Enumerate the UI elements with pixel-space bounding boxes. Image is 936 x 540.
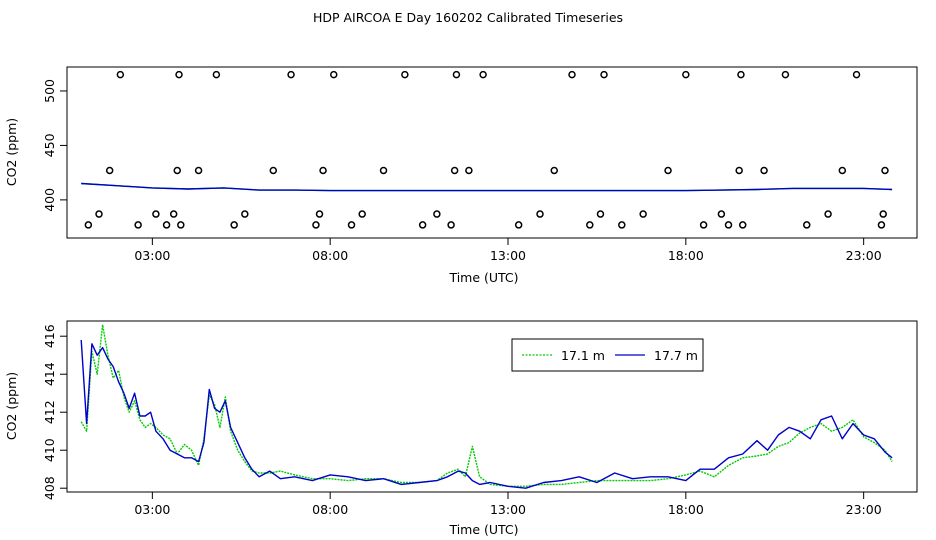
bottom-y-axis: 408 410 412 414 416: [42, 324, 68, 500]
flag-point: [447, 221, 455, 229]
bottom-x-tick-label: 08:00: [312, 502, 348, 517]
top-series-line-1: [81, 182, 893, 192]
flag-point: [881, 166, 889, 175]
top-x-tick-label: 23:00: [846, 248, 882, 263]
flag-point: [596, 210, 605, 218]
bottom-series-lines: [80, 324, 893, 489]
flag-point: [877, 221, 886, 229]
flag-point: [95, 210, 103, 218]
flag-point: [536, 210, 544, 218]
flag-point: [162, 221, 171, 229]
bottom-plot-frame: [66, 320, 918, 493]
flag-point: [664, 166, 672, 175]
flag-point: [169, 210, 178, 218]
flag-point: [319, 166, 327, 175]
bottom-series-line-1: [80, 339, 893, 489]
flag-point: [194, 166, 203, 175]
flag-point: [760, 166, 768, 175]
top-y-tick-label: 400: [42, 188, 57, 212]
flag-point: [465, 166, 473, 175]
bottom-panel: 03:00 08:00 13:00 18:00 23:00 408 410 412 414 41…: [4, 320, 918, 537]
bottom-y-tick-label: 412: [42, 400, 57, 424]
flag-point: [682, 70, 690, 79]
flag-point: [105, 166, 114, 175]
flag-point: [838, 166, 847, 175]
flag-point: [241, 210, 249, 218]
top-y-axis-label: CO2 (ppm): [4, 118, 19, 186]
flag-point: [568, 70, 576, 79]
top-plot-frame: [66, 66, 918, 239]
flag-point: [600, 70, 608, 79]
bottom-x-axis: 03:00 08:00 13:00 18:00 23:00: [134, 491, 882, 517]
flag-point: [717, 210, 726, 218]
flag-point: [175, 70, 183, 79]
flag-point: [639, 210, 647, 218]
top-panel: 03:00 08:00 13:00 18:00 23:00 400 450 500 Time…: [4, 66, 918, 285]
flag-point: [116, 70, 125, 79]
flag-point: [802, 221, 811, 229]
flag-point: [452, 70, 461, 79]
flag-point: [358, 210, 366, 218]
top-x-tick-label: 08:00: [312, 248, 348, 263]
bottom-x-tick-label: 23:00: [846, 502, 882, 517]
legend-label-17-1: 17.1 m: [561, 348, 605, 363]
flag-point: [433, 210, 441, 218]
flag-point: [230, 221, 238, 229]
flag-point: [852, 70, 861, 79]
flag-point: [401, 70, 409, 79]
legend: 17.1 m 17.7 m: [511, 338, 704, 372]
flag-point: [315, 210, 324, 218]
flag-point: [479, 70, 487, 79]
flag-point: [134, 221, 142, 229]
flag-point: [329, 70, 338, 79]
flag-point: [177, 221, 185, 229]
flag-point: [738, 221, 747, 229]
flag-point: [550, 166, 558, 175]
bottom-y-tick-label: 414: [42, 362, 57, 386]
flag-point: [312, 221, 320, 229]
bottom-y-tick-label: 416: [42, 324, 57, 348]
flag-point: [287, 70, 295, 79]
top-flag-points: [84, 70, 889, 229]
figure-title: HDP AIRCOA E Day 160202 Calibrated Times…: [313, 10, 623, 25]
top-x-tick-label: 03:00: [134, 248, 170, 263]
bottom-y-tick-label: 408: [42, 476, 57, 500]
flag-point: [450, 166, 459, 175]
top-y-axis: 400 450 500: [42, 79, 68, 212]
flag-point: [269, 166, 278, 175]
flag-point: [173, 166, 182, 175]
legend-label-17-7: 17.7 m: [654, 348, 698, 363]
flag-point: [879, 210, 887, 218]
top-series-lines: [81, 182, 893, 192]
top-x-axis: 03:00 08:00 13:00 18:00 23:00: [134, 237, 882, 263]
bottom-x-tick-label: 13:00: [490, 502, 526, 517]
flag-point: [152, 210, 160, 218]
flag-point: [618, 221, 626, 229]
bottom-y-axis-label: CO2 (ppm): [4, 372, 19, 440]
flag-point: [212, 70, 221, 79]
flag-point: [737, 70, 745, 79]
bottom-x-tick-label: 18:00: [668, 502, 704, 517]
flag-point: [84, 221, 93, 229]
bottom-series-line-0: [80, 324, 893, 487]
top-x-tick-label: 13:00: [490, 248, 526, 263]
flag-point: [724, 221, 733, 229]
top-x-tick-label: 18:00: [668, 248, 704, 263]
bottom-y-tick-label: 410: [42, 438, 57, 462]
flag-point: [824, 210, 832, 218]
flag-point: [514, 221, 523, 229]
bottom-x-tick-label: 03:00: [134, 502, 170, 517]
top-y-tick-label: 450: [42, 133, 57, 157]
flag-point: [586, 221, 594, 229]
top-y-tick-label: 500: [42, 79, 57, 103]
top-x-axis-label: Time (UTC): [448, 270, 518, 285]
flag-point: [699, 221, 708, 229]
flag-point: [379, 166, 388, 175]
flag-point: [347, 221, 356, 229]
flag-point: [418, 221, 427, 229]
bottom-x-axis-label: Time (UTC): [448, 522, 518, 537]
flag-point: [735, 166, 743, 175]
flag-point: [781, 70, 790, 79]
